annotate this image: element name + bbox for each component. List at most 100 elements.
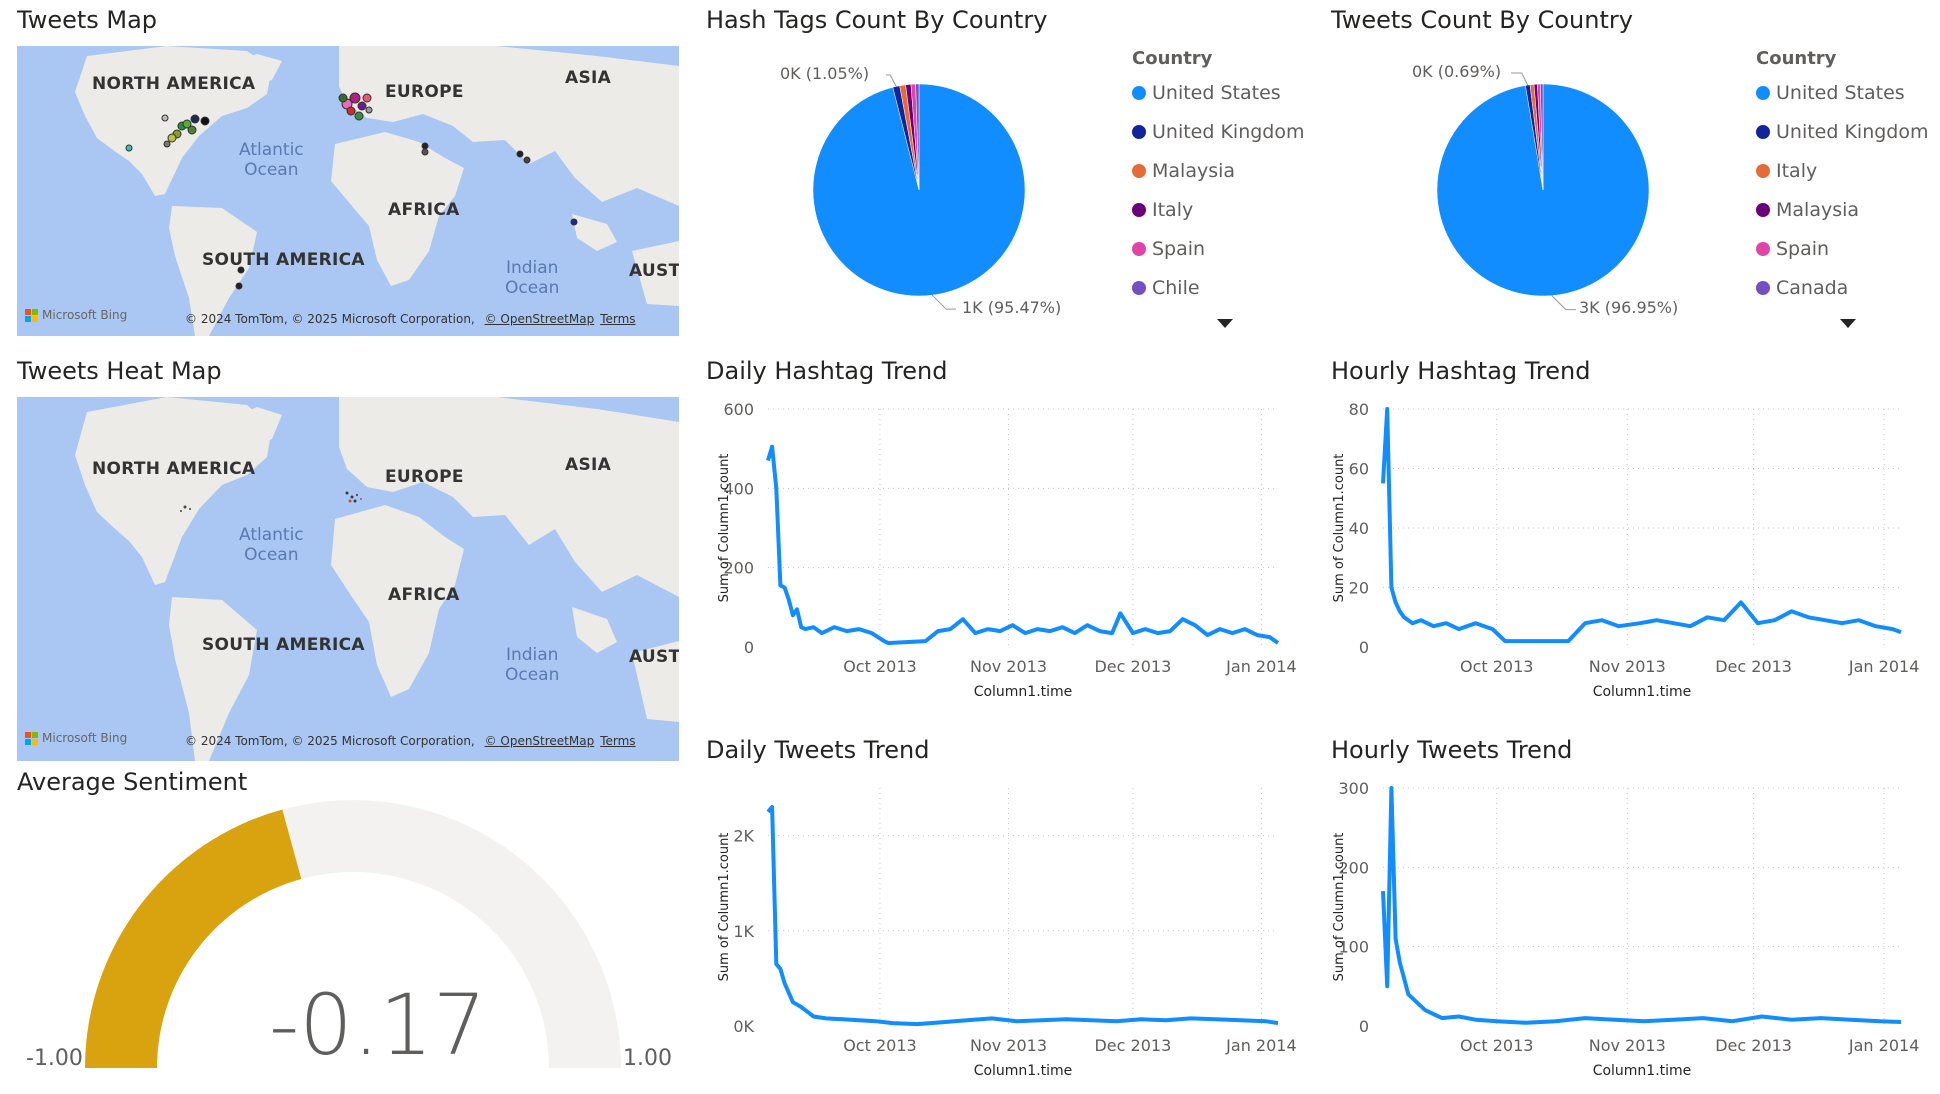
hourly-tweets-title: Hourly Tweets Trend xyxy=(1331,736,1573,764)
heat-label-europe: EUROPE xyxy=(385,467,464,487)
hashtag-legend-item[interactable]: Chile xyxy=(1132,268,1305,307)
hourly-tweets-chart[interactable]: 0 100 200 300 Oct 2013 Nov 2013 Dec 2013 Jan 20… xyxy=(1331,736,1940,1086)
heat-map[interactable]: NORTH AMERICA EUROPE ASIA AFRICA SOUTH A… xyxy=(17,397,679,761)
series-line[interactable] xyxy=(766,444,1280,645)
x-tick-label: Dec 2013 xyxy=(1094,657,1171,676)
heat-terms-link[interactable]: Terms xyxy=(600,734,636,748)
hourly-hashtag-chart-tile: Hourly Hashtag Trend 0 20 40 60 80 Oct 2013 No… xyxy=(1331,357,1940,707)
x-tick-label: Nov 2013 xyxy=(1589,1036,1666,1055)
y-tick-label: 20 xyxy=(1349,579,1369,598)
hourly-hashtag-title: Hourly Hashtag Trend xyxy=(1331,357,1591,385)
hourly-hashtag-chart[interactable]: 0 20 40 60 80 Oct 2013 Nov 2013 Dec 2013 Jan 201… xyxy=(1331,357,1940,707)
legend-item-label: United States xyxy=(1152,81,1281,104)
label-europe: EUROPE xyxy=(385,82,464,102)
tweets-map[interactable]: NORTH AMERICA EUROPE ASIA AFRICA SOUTH A… xyxy=(17,46,679,336)
bing-icon xyxy=(25,308,38,322)
pie-leader-line xyxy=(931,294,956,310)
heat-label-atlantic-ocean: Atlantic Ocean xyxy=(239,525,304,565)
daily-hashtag-chart[interactable]: 0 200 400 600 Oct 2013 Nov 2013 Dec 2013 Jan 20… xyxy=(706,357,1318,707)
label-australia: AUSTI xyxy=(629,261,679,281)
heat-bing-icon xyxy=(25,731,38,745)
label-africa: AFRICA xyxy=(388,200,460,220)
x-axis-label: Column1.time xyxy=(1593,684,1692,700)
tweets-pie-chart[interactable] xyxy=(1331,6,1931,336)
gauge-min: -1.00 xyxy=(26,1046,83,1071)
hashtag-pie-chart[interactable] xyxy=(706,6,1306,336)
tweets-map-tile: Tweets Map xyxy=(17,6,679,336)
y-tick-label: 200 xyxy=(723,559,754,578)
y-axis-label: Sum of Column1.count xyxy=(1332,833,1347,982)
hourly-tweets-chart-tile: Hourly Tweets Trend 0 100 200 300 Oct 2013 No… xyxy=(1331,736,1940,1086)
tweets-legend-more-icon[interactable] xyxy=(1840,319,1856,328)
tweets-legend-item[interactable]: United States xyxy=(1756,73,1929,112)
osm-link[interactable]: © OpenStreetMap xyxy=(484,312,595,326)
tweets-legend-title: Country xyxy=(1756,48,1837,69)
y-tick-label: 100 xyxy=(1338,938,1369,957)
pie-leader-line xyxy=(1551,295,1576,311)
tweets-legend-item[interactable]: Malaysia xyxy=(1756,190,1929,229)
terms-link[interactable]: Terms xyxy=(600,312,636,326)
series-line[interactable] xyxy=(1381,786,1902,1025)
pie-slice[interactable] xyxy=(1540,83,1544,191)
gauge-fill xyxy=(85,809,302,1068)
series-line[interactable] xyxy=(1381,407,1902,644)
x-tick-label: Jan 2014 xyxy=(1225,1036,1296,1055)
daily-hashtag-chart-tile: Daily Hashtag Trend 0 200 400 600 Oct 2013 No… xyxy=(706,357,1318,707)
legend-dot-icon xyxy=(1132,163,1146,178)
heat-map-tile: Tweets Heat Map NORTH AMERICA EUROPE ASI… xyxy=(17,357,679,761)
tweets-legend-item[interactable]: Canada xyxy=(1756,268,1929,307)
series-line[interactable] xyxy=(766,805,1279,1027)
tweets-legend-item[interactable]: Italy xyxy=(1756,151,1929,190)
x-tick-label: Oct 2013 xyxy=(1460,657,1533,676)
x-tick-label: Oct 2013 xyxy=(1460,1036,1533,1055)
x-tick-label: Oct 2013 xyxy=(843,657,916,676)
y-tick-label: 300 xyxy=(1338,779,1369,798)
x-tick-label: Nov 2013 xyxy=(1589,657,1666,676)
heat-label-asia: ASIA xyxy=(565,455,612,475)
heat-label-africa: AFRICA xyxy=(388,585,460,605)
x-tick-label: Jan 2014 xyxy=(1848,1036,1919,1055)
legend-dot-icon xyxy=(1756,280,1770,295)
bing-logo: Microsoft Bing xyxy=(25,308,127,322)
legend-item-label: Chile xyxy=(1152,276,1200,299)
heat-osm-link[interactable]: © OpenStreetMap xyxy=(484,734,595,748)
x-axis-label: Column1.time xyxy=(1593,1063,1692,1079)
sentiment-gauge-title: Average Sentiment xyxy=(17,768,248,796)
gauge xyxy=(85,800,621,1068)
legend-item-label: Malaysia xyxy=(1152,159,1236,182)
y-tick-label: 60 xyxy=(1349,460,1369,479)
hashtag-legend-item[interactable]: United States xyxy=(1132,73,1305,112)
legend-dot-icon xyxy=(1756,241,1770,256)
heat-label-australia: AUSTI xyxy=(629,647,679,667)
tweets-pie-small-label: 0K (0.69%) xyxy=(1412,62,1502,81)
pie-leader-line xyxy=(1511,72,1529,86)
y-axis-label: Sum of Column1.count xyxy=(717,454,732,603)
daily-tweets-chart[interactable]: 0K 1K 2K Oct 2013 Nov 2013 Dec 2013 Jan 2014 Co… xyxy=(706,736,1318,1086)
hashtag-legend-item[interactable]: Spain xyxy=(1132,229,1305,268)
tweets-legend-item[interactable]: United Kingdom xyxy=(1756,112,1929,151)
hashtag-legend-item[interactable]: United Kingdom xyxy=(1132,112,1305,151)
hashtag-legend-item[interactable]: Italy xyxy=(1132,190,1305,229)
sentiment-gauge-tile: Average Sentiment -0.17 -1.00 1.00 xyxy=(17,768,679,1088)
map-land xyxy=(75,46,679,336)
daily-tweets-title: Daily Tweets Trend xyxy=(706,736,930,764)
legend-dot-icon xyxy=(1756,85,1770,100)
gauge-value: -0.17 xyxy=(269,976,487,1074)
y-tick-label: 40 xyxy=(1349,519,1369,538)
hashtag-legend-more-icon[interactable] xyxy=(1217,319,1233,328)
x-tick-label: Oct 2013 xyxy=(843,1036,916,1055)
tweets-map-title: Tweets Map xyxy=(17,6,158,34)
heat-label-indian-ocean: Indian Ocean xyxy=(505,645,560,685)
legend-dot-icon xyxy=(1132,85,1146,100)
legend-item-label: Italy xyxy=(1776,159,1818,182)
hashtag-pie-tile: Hash Tags Count By Country 0K (1.05%) 1K… xyxy=(706,6,1306,336)
legend-item-label: Spain xyxy=(1776,237,1830,260)
legend-dot-icon xyxy=(1756,202,1770,217)
tweets-legend-item[interactable]: Spain xyxy=(1756,229,1929,268)
pie-slice[interactable] xyxy=(915,83,920,191)
heat-label-north-america: NORTH AMERICA xyxy=(92,459,256,479)
y-tick-label: 80 xyxy=(1349,400,1369,419)
hashtag-pie-title: Hash Tags Count By Country xyxy=(706,6,1048,34)
y-tick-label: 200 xyxy=(1338,858,1369,877)
hashtag-legend-item[interactable]: Malaysia xyxy=(1132,151,1305,190)
